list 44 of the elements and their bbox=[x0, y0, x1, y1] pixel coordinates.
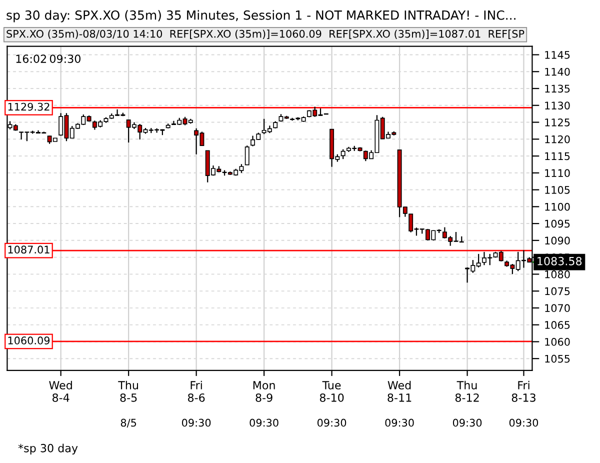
y-tick-label: 1140 bbox=[545, 68, 570, 76]
x-tick-label: Thu 8-12 bbox=[455, 380, 479, 402]
chart-subtitle: SPX.XO (35m)-08/03/10 14:10 REF[SPX.XO (35m)]=1060.09 REF[SPX.XO (35m)]=1087.01 REF[SP bbox=[6, 30, 524, 39]
annotation: 16:02 bbox=[16, 54, 46, 64]
text: 09:30 bbox=[452, 418, 482, 427]
y-tick-label: 1105 bbox=[545, 186, 570, 194]
y-tick-label: 1135 bbox=[545, 84, 570, 93]
chart-title: sp 30 day: SPX.XO (35m) 35 Minutes, Session 1 - NOT MARKED INTRADAY! - INC... bbox=[6, 10, 516, 22]
x-tick-label: Wed 8-4 bbox=[49, 380, 72, 402]
x-tick-label: Mon 8-9 bbox=[253, 381, 275, 402]
y-tick-label: 1055 bbox=[545, 354, 570, 363]
x-tick-label: Fri 8-13 bbox=[512, 380, 536, 402]
y-tick-label: 1120 bbox=[545, 135, 570, 144]
text: 09:30 bbox=[385, 418, 414, 427]
candlestick bbox=[244, 145, 250, 166]
x-tick-label: Wed 8-11 bbox=[388, 380, 412, 402]
text: *sp 30 day bbox=[18, 444, 78, 454]
y-tick-label: 1090 bbox=[545, 236, 570, 245]
y-tick-label: 1095 bbox=[545, 220, 570, 228]
candlestick bbox=[340, 148, 346, 160]
text: 09:30 bbox=[182, 418, 211, 427]
y-tick-label: 1060 bbox=[545, 338, 570, 346]
y-tick-label: 1065 bbox=[545, 321, 570, 329]
text: 1083.58 bbox=[538, 256, 582, 266]
y-tick-label: 1075 bbox=[545, 287, 570, 296]
ref-line-label: 1129.32 bbox=[8, 102, 50, 111]
x-tick-label: Tue 8-10 bbox=[320, 381, 344, 402]
text: 8/5 bbox=[120, 418, 136, 428]
y-tick-label: 1125 bbox=[545, 118, 570, 126]
ref-line-label: 1060.09 bbox=[8, 336, 50, 344]
y-tick-label: 1145 bbox=[545, 51, 570, 59]
y-tick-label: 1070 bbox=[545, 304, 570, 312]
x-tick-label: Fri 8-6 bbox=[188, 380, 205, 402]
text: 09:30 bbox=[509, 418, 538, 427]
x-tick-label: Thu 8-5 bbox=[118, 380, 138, 402]
y-tick-label: 1080 bbox=[545, 270, 570, 278]
y-tick-label: 1110 bbox=[545, 169, 570, 178]
y-tick-label: 1115 bbox=[545, 152, 570, 160]
y-tick-label: 1100 bbox=[545, 202, 570, 211]
annotation: 09:30 bbox=[50, 54, 80, 64]
text: 09:30 bbox=[317, 418, 346, 427]
ref-line-label: 1087.01 bbox=[8, 246, 50, 254]
y-tick-label: 1130 bbox=[545, 102, 570, 110]
text: 09:30 bbox=[250, 418, 278, 427]
